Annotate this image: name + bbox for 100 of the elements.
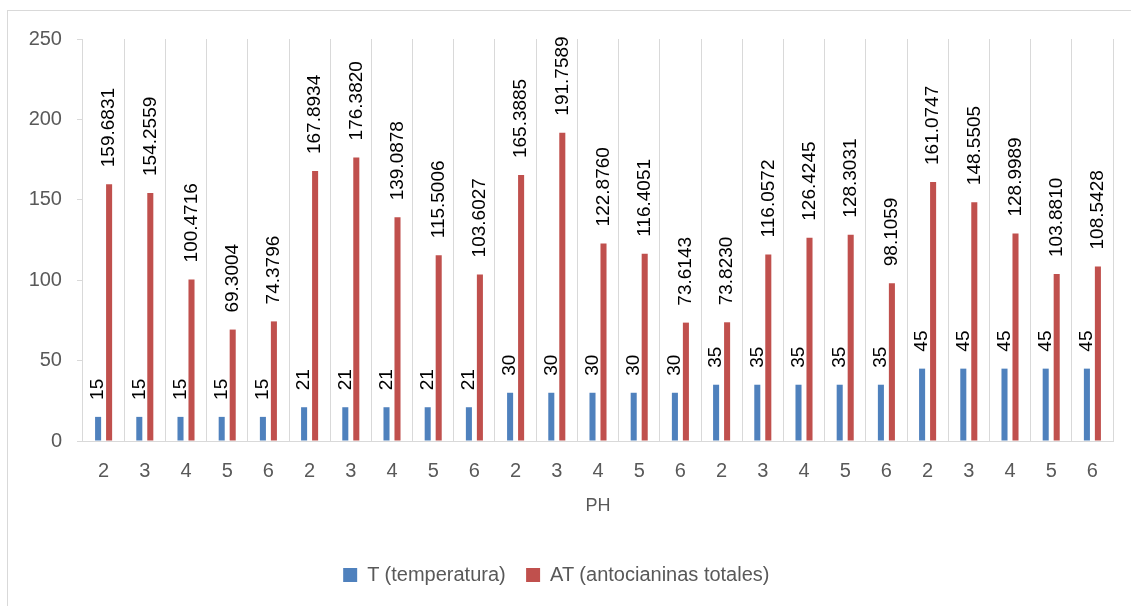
bar: [847, 234, 854, 441]
data-label: 159.6831: [97, 87, 119, 168]
bar: [518, 175, 525, 441]
data-label: 128.3031: [838, 138, 860, 218]
legend-label: AT (antocianinas totales): [550, 562, 770, 585]
bar: [724, 322, 731, 441]
x-tick-label: 6: [1086, 458, 1098, 481]
bar: [301, 407, 308, 441]
x-axis-title: PH: [585, 495, 611, 516]
x-tick-label: 5: [633, 458, 645, 481]
y-tick-label: 150: [28, 187, 62, 210]
data-label: 69.3004: [220, 243, 242, 313]
data-label: 21: [457, 369, 479, 391]
y-tick-label: 100: [28, 267, 62, 290]
bar: [971, 202, 978, 441]
bar: [394, 217, 401, 441]
bar: [641, 253, 648, 441]
data-label: 45: [910, 330, 932, 352]
bar: [1042, 368, 1049, 441]
bar: [188, 279, 195, 441]
data-label: 35: [786, 346, 808, 368]
bar: [806, 237, 813, 441]
bar: [713, 384, 720, 441]
data-label: 21: [333, 369, 355, 391]
data-label: 45: [1033, 330, 1055, 352]
bar: [270, 321, 277, 441]
data-label: 21: [292, 369, 314, 391]
data-label: 21: [374, 369, 396, 391]
y-tick-label: 50: [39, 348, 62, 371]
data-label: 116.0572: [756, 159, 778, 238]
x-tick-label: 4: [592, 458, 604, 481]
bar: [930, 181, 937, 441]
bar: [630, 392, 637, 441]
data-label: 73.6143: [674, 236, 696, 306]
data-label: 122.8760: [591, 147, 613, 227]
x-tick-label: 3: [757, 458, 769, 481]
y-tick-label: 200: [28, 106, 62, 129]
data-label: 30: [498, 354, 520, 376]
bar: [95, 416, 102, 441]
data-label: 21: [415, 369, 437, 391]
bar: [765, 254, 772, 441]
data-label: 165.3885: [509, 78, 531, 159]
x-tick-label: 6: [674, 458, 686, 481]
data-label: 103.8810: [1044, 177, 1066, 257]
data-label: 126.4245: [797, 141, 819, 221]
bar: [106, 184, 113, 441]
data-label: 45: [992, 330, 1014, 352]
x-tick-label: 3: [345, 458, 357, 481]
bar: [147, 192, 154, 441]
x-tick-label: 5: [221, 458, 233, 481]
x-tick-label: 3: [551, 458, 563, 481]
x-tick-label: 5: [427, 458, 439, 481]
data-label: 108.5428: [1086, 170, 1108, 250]
data-label: 35: [745, 346, 767, 368]
bar: [682, 322, 689, 441]
x-tick-label: 6: [262, 458, 274, 481]
x-tick-label: 5: [1045, 458, 1057, 481]
bar: [836, 384, 843, 441]
bar: [888, 283, 895, 441]
bar: [136, 416, 143, 441]
bar: [1012, 233, 1019, 441]
bar: [218, 416, 225, 441]
data-label: 35: [827, 346, 849, 368]
data-label: 35: [869, 346, 891, 368]
bar: [754, 384, 761, 441]
data-label: 15: [168, 378, 190, 400]
data-label: 100.4716: [179, 183, 201, 263]
bar: [353, 157, 360, 441]
data-label: 98.1059: [880, 197, 902, 267]
bar: [1001, 368, 1008, 441]
bar: [476, 274, 483, 441]
bar: [919, 368, 926, 441]
data-label: 128.9989: [1003, 137, 1025, 217]
bar: [559, 132, 566, 441]
data-label: 35: [704, 346, 726, 368]
data-label: 176.3820: [344, 61, 366, 141]
x-tick-label: 4: [180, 458, 192, 481]
x-tick-label: 4: [1004, 458, 1016, 481]
data-label: 161.0747: [921, 85, 943, 165]
bar: [1094, 266, 1101, 441]
bar: [548, 392, 555, 441]
data-label: 15: [209, 378, 231, 400]
bar: [600, 243, 607, 441]
bar: [795, 384, 802, 441]
bar: [1053, 273, 1060, 441]
bar: [671, 392, 678, 441]
bar: [424, 407, 431, 441]
x-tick-label: 2: [304, 458, 316, 481]
data-label: 45: [1075, 330, 1097, 352]
data-label: 103.6027: [468, 178, 490, 258]
bar: [383, 407, 390, 441]
bar: [259, 416, 266, 441]
x-tick-label: 3: [963, 458, 975, 481]
data-label: 30: [580, 354, 602, 376]
data-label: 15: [86, 378, 108, 400]
bar: [465, 407, 472, 441]
data-label: 139.0878: [385, 121, 407, 201]
data-label: 148.5505: [962, 105, 984, 186]
x-tick-label: 4: [798, 458, 810, 481]
bar: [342, 407, 349, 441]
